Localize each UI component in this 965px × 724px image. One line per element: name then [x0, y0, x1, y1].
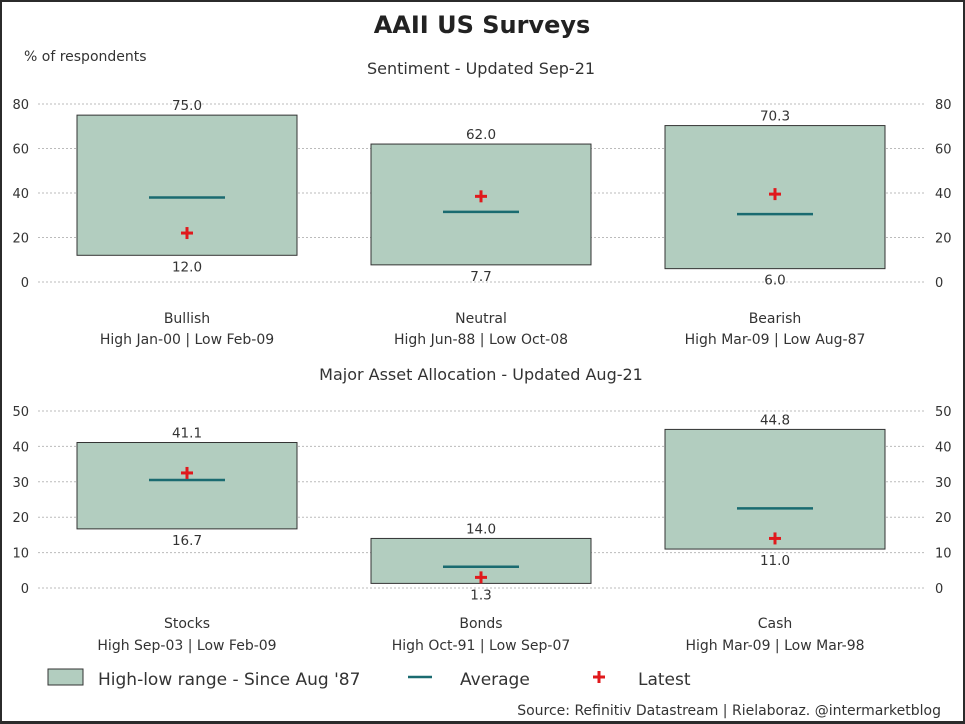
y-tick-label-left: 50	[12, 405, 29, 420]
y-tick-label-right: 20	[935, 232, 952, 247]
panels: Sentiment - Updated Sep-21 0 0 20 20 40 40 60 60…	[12, 59, 951, 654]
category-sublabel: High Oct-91 | Low Sep-07	[392, 638, 571, 654]
low-value-label: 16.7	[172, 533, 202, 549]
category-label: Bearish	[749, 311, 802, 327]
category-sublabel: High Mar-09 | Low Mar-98	[685, 638, 864, 654]
legend: High-low range - Since Aug '87 Average L…	[47, 668, 691, 690]
y-axis-label: % of respondents	[24, 49, 147, 65]
category-sublabel: High Mar-09 | Low Aug-87	[685, 332, 866, 348]
source-note: Source: Refinitiv Datastream | Rielabora…	[517, 703, 941, 719]
high-value-label: 44.8	[760, 412, 790, 428]
high-value-label: 70.3	[760, 109, 790, 125]
panel-title: Major Asset Allocation - Updated Aug-21	[319, 365, 643, 384]
y-tick-label-left: 10	[12, 547, 29, 562]
high-value-label: 14.0	[466, 521, 496, 537]
y-tick-label-left: 40	[12, 187, 29, 202]
y-tick-label-left: 20	[12, 232, 29, 247]
chart-title: AAII US Surveys	[374, 11, 591, 39]
latest-marker	[181, 227, 193, 240]
latest-marker	[475, 190, 487, 203]
category-label: Bullish	[164, 311, 210, 327]
y-tick-label-right: 40	[935, 440, 952, 455]
category-sublabel: High Jan-00 | Low Feb-09	[100, 332, 274, 348]
legend-latest-label: Latest	[638, 670, 691, 690]
category-label: Neutral	[455, 311, 507, 327]
y-tick-label-right: 10	[935, 547, 952, 562]
category-label: Stocks	[164, 616, 210, 632]
range-box	[664, 428, 886, 550]
y-tick-label-left: 0	[21, 582, 29, 597]
y-tick-label-left: 20	[12, 511, 29, 526]
latest-marker	[475, 571, 487, 584]
range-box	[76, 442, 298, 530]
y-tick-label-right: 30	[935, 476, 952, 491]
low-value-label: 7.7	[470, 269, 491, 285]
latest-marker	[181, 466, 193, 479]
y-tick-label-right: 0	[935, 276, 943, 291]
category-sublabel: High Sep-03 | Low Feb-09	[97, 638, 276, 654]
high-value-label: 75.0	[172, 98, 202, 114]
low-value-label: 11.0	[760, 553, 790, 569]
y-tick-label-left: 30	[12, 476, 29, 491]
panel-1: Sentiment - Updated Sep-21 0 0 20 20 40 40 60 60…	[12, 59, 951, 348]
y-tick-label-right: 50	[935, 405, 952, 420]
y-tick-label-right: 80	[935, 98, 952, 113]
y-tick-label-left: 40	[12, 440, 29, 455]
low-value-label: 6.0	[764, 273, 785, 289]
category-label: Cash	[758, 616, 793, 632]
y-tick-label-left: 0	[21, 276, 29, 291]
y-tick-label-right: 40	[935, 187, 952, 202]
latest-marker	[769, 188, 781, 201]
y-tick-label-left: 60	[12, 143, 29, 158]
range-box	[370, 143, 592, 266]
high-value-label: 41.1	[172, 426, 202, 442]
low-value-label: 1.3	[470, 587, 491, 603]
low-value-label: 12.0	[172, 259, 202, 275]
y-tick-label-right: 0	[935, 582, 943, 597]
category-sublabel: High Jun-88 | Low Oct-08	[394, 332, 568, 348]
legend-latest-swatch	[593, 671, 605, 683]
legend-range-label: High-low range - Since Aug '87	[98, 670, 360, 690]
category-label: Bonds	[459, 616, 502, 632]
legend-range-swatch	[47, 668, 84, 686]
high-value-label: 62.0	[466, 127, 496, 143]
y-tick-label-right: 60	[935, 143, 952, 158]
panel-title: Sentiment - Updated Sep-21	[367, 59, 595, 78]
panel-2: Major Asset Allocation - Updated Aug-21 0…	[12, 365, 951, 654]
latest-marker	[769, 532, 781, 545]
legend-average-label: Average	[460, 670, 530, 690]
y-tick-label-left: 80	[12, 98, 29, 113]
y-tick-label-right: 20	[935, 511, 952, 526]
